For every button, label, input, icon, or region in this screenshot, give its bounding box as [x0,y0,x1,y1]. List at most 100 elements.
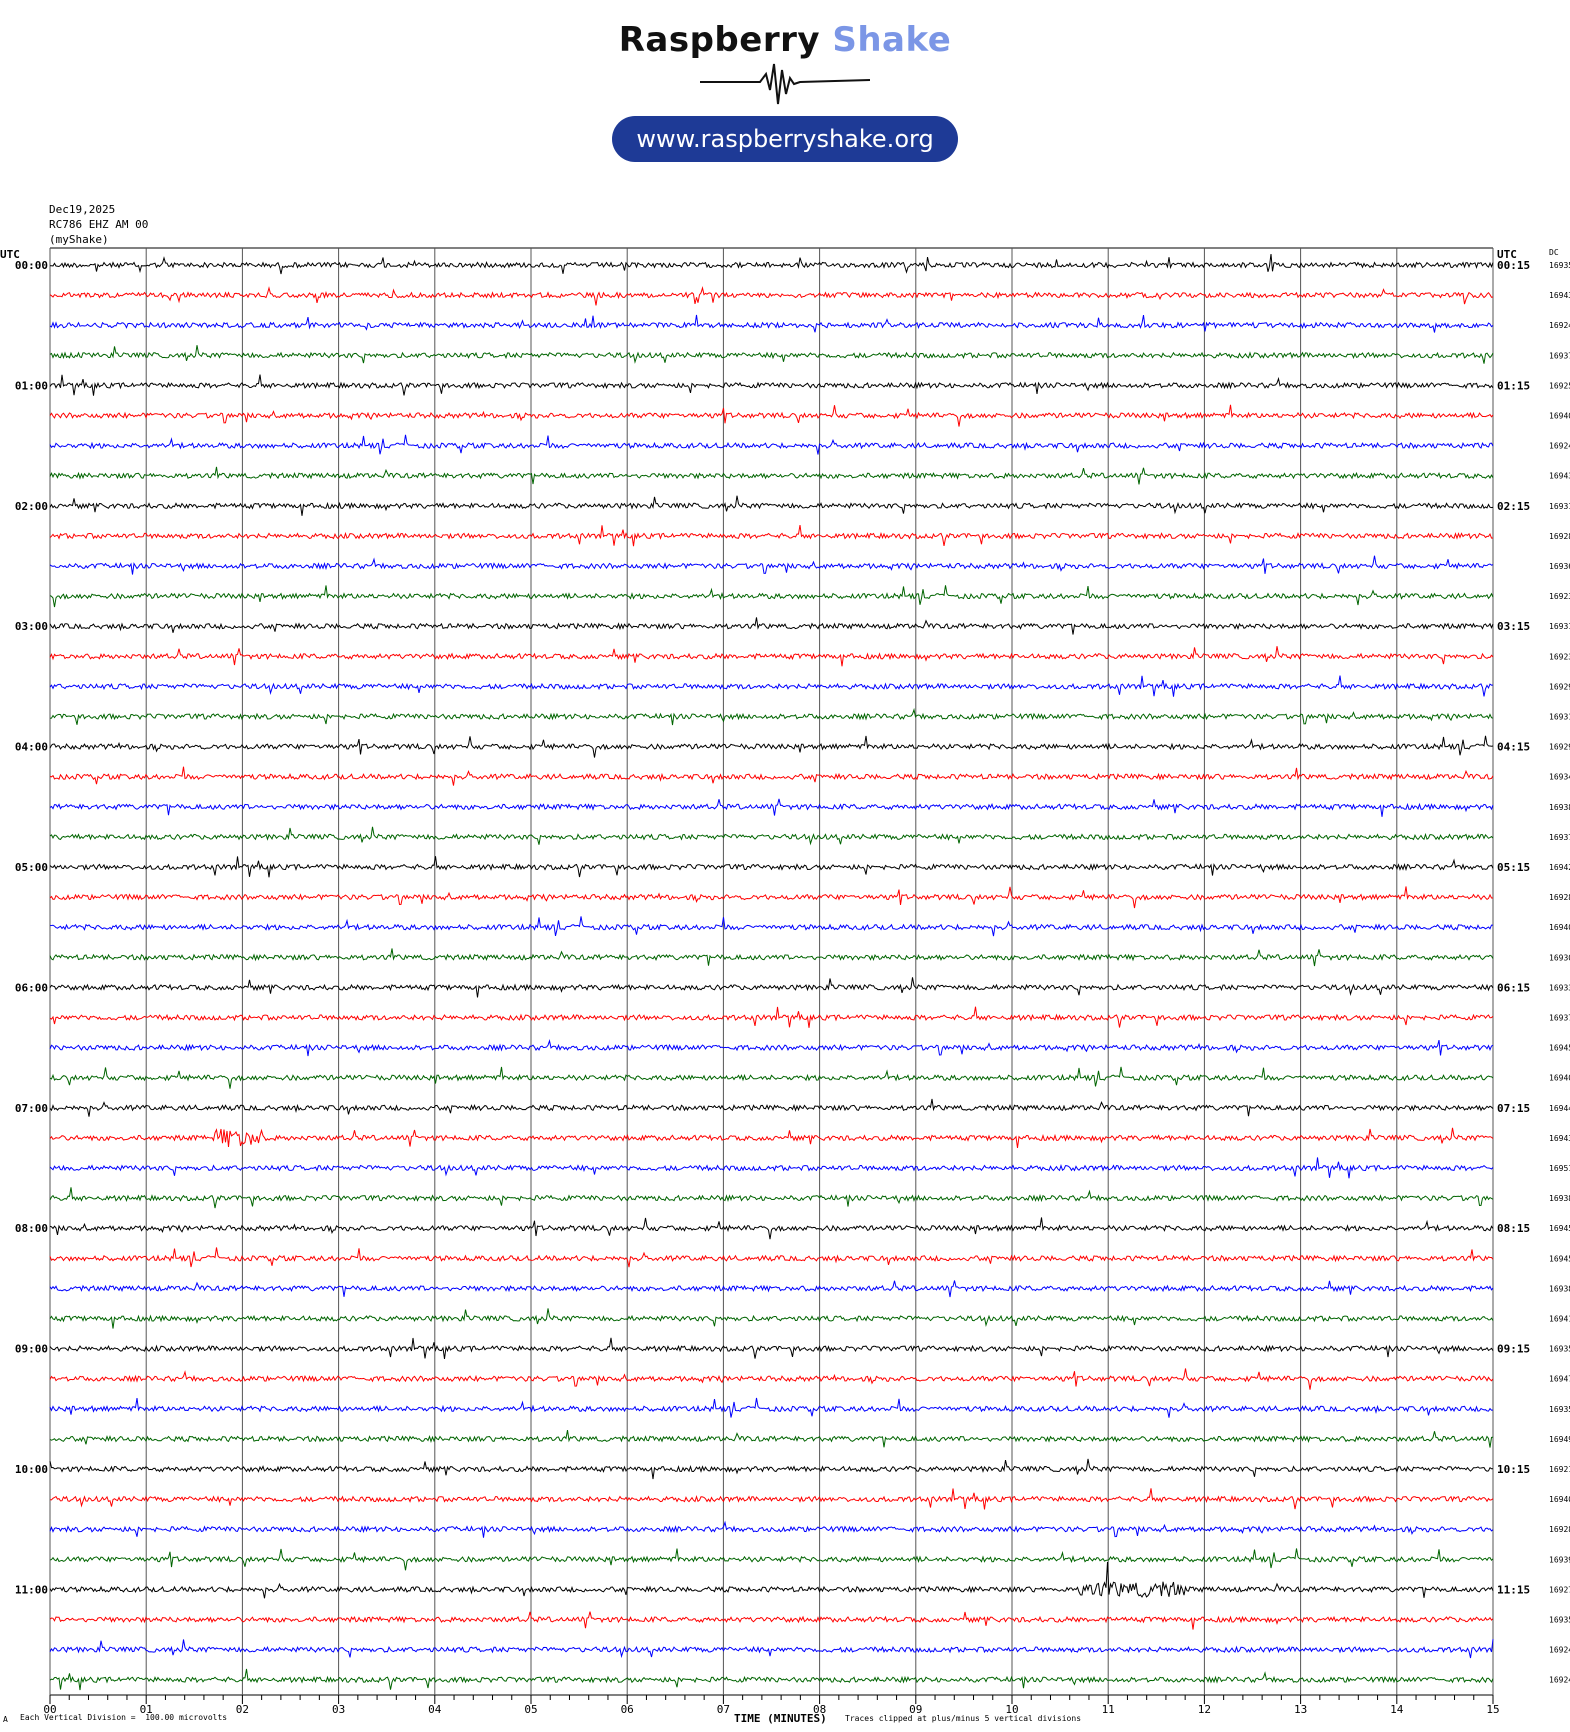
dc-value-label: 16938 [1549,1284,1570,1293]
trace-line [49,1280,1494,1298]
logo-title: Raspberry Shake [0,20,1570,60]
logo-word-raspberry: Raspberry [618,20,821,60]
right-time-label: 03:15 [1497,620,1530,633]
dc-value-label: 16949 [1549,1435,1570,1444]
dc-value-label: 16939 [1549,1555,1570,1564]
trace-line [49,1397,1494,1418]
dc-value-label: 16942 [1549,863,1570,872]
logo-word-shake: Shake [832,20,952,60]
x-tick-label: 08 [813,1703,826,1716]
trace-line [49,1308,1494,1329]
trace-line [49,525,1494,547]
trace-line [49,1098,1494,1117]
trace-line [49,1611,1494,1630]
trace-line [49,1638,1494,1659]
dc-value-label: 16947 [1549,1375,1570,1384]
trace-line [49,1127,1494,1148]
left-time-label: 06:00 [15,981,48,994]
trace-line [49,977,1494,998]
dc-value-label: 16935 [1549,1616,1570,1625]
trace-line [49,1561,1494,1599]
left-time-label: 03:00 [15,620,48,633]
dc-value-label: 16936 [1549,562,1570,571]
dc-value-label: 16924 [1549,1676,1570,1685]
x-tick-label: 11 [1102,1703,1115,1716]
trace-line [49,707,1494,726]
dc-value-label: 16937 [1549,833,1570,842]
trace-line [49,826,1494,846]
trace-line [49,434,1494,455]
trace-line [49,916,1493,937]
left-time-label: 01:00 [15,379,48,392]
left-time-label: 04:00 [15,741,48,754]
dc-value-label: 16928 [1549,1525,1570,1534]
trace-line [49,1247,1494,1268]
x-tick-label: 10 [1005,1703,1018,1716]
trace-line [49,286,1494,306]
right-axis-label: UTC [1497,248,1517,261]
trace-line [49,466,1494,485]
dc-value-label: 16945 [1549,1224,1570,1233]
trace-line [49,555,1494,575]
dc-value-label: 16929 [1549,682,1570,691]
right-time-label: 09:15 [1497,1343,1530,1356]
date-label: Dec19,2025 [49,203,116,216]
x-tick-label: 15 [1486,1703,1499,1716]
left-time-label: 02:00 [15,500,48,513]
trace-line [49,253,1494,275]
trace-line [49,345,1494,364]
right-time-label: 10:15 [1497,1463,1530,1476]
x-tick-label: 06 [621,1703,634,1716]
x-tick-label: 12 [1198,1703,1211,1716]
trace-line [49,646,1494,667]
right-time-label: 01:15 [1497,379,1530,392]
dc-value-label: 16929 [1549,743,1570,752]
left-time-label: 07:00 [15,1102,48,1115]
left-time-label: 09:00 [15,1343,48,1356]
x-tick-label: 04 [428,1703,442,1716]
dc-value-label: 16927 [1549,1585,1570,1594]
trace-line [49,1488,1494,1510]
trace-line [49,314,1494,333]
right-time-label: 11:15 [1497,1583,1530,1596]
right-time-label: 00:15 [1497,259,1530,272]
right-time-label: 07:15 [1497,1102,1530,1115]
website-link[interactable]: www.raspberryshake.org [612,116,958,162]
trace-line [49,856,1494,878]
dc-value-label: 16924 [1549,1646,1570,1655]
left-time-label: 11:00 [15,1583,48,1596]
dc-value-label: 16923 [1549,592,1570,601]
station-label: RC786 EHZ AM 00 [49,218,149,231]
trace-line [49,1458,1494,1480]
dc-value-label: 16943 [1549,1134,1570,1143]
trace-line [49,766,1494,786]
x-tick-label: 01 [140,1703,153,1716]
x-tick-label: 03 [332,1703,345,1716]
trace-line [49,617,1494,635]
trace-line [49,735,1494,758]
x-axis-label: TIME (MINUTES) [734,1712,827,1725]
right-time-label: 08:15 [1497,1222,1530,1235]
dc-value-label: 16937 [1549,1014,1570,1023]
clip-note: Traces clipped at plus/minus 5 vertical … [845,1714,1082,1723]
dc-value-label: 16934 [1549,773,1570,782]
trace-line [49,404,1494,427]
dc-value-label: 16938 [1549,803,1570,812]
dc-value-label: 16943 [1549,291,1570,300]
trace-line [49,1187,1494,1209]
dc-value-label: 16933 [1549,983,1570,992]
left-time-label: 08:00 [15,1222,48,1235]
dc-value-label: 16945 [1549,1044,1570,1053]
dc-value-label: 16928 [1549,893,1570,902]
dc-value-label: 16925 [1549,381,1570,390]
dc-value-label: 16935 [1549,1405,1570,1414]
dc-value-label: 16937 [1549,351,1570,360]
